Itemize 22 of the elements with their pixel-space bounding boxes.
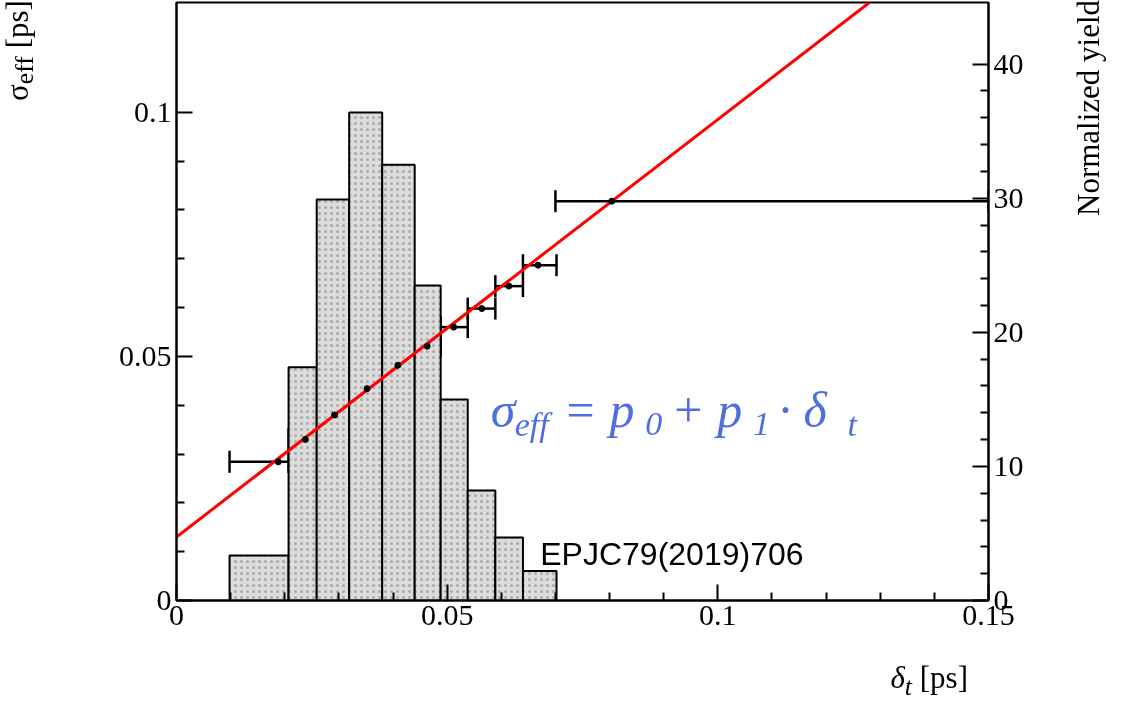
point	[534, 261, 542, 269]
x-tick-label: 0.1	[699, 597, 737, 631]
point	[478, 305, 486, 313]
y-tick-label: 0.1	[134, 94, 172, 128]
y2-tick-label: 40	[993, 46, 1024, 80]
point	[394, 361, 402, 369]
x-axis-title: δ$_{t}$ [ps]	[889, 660, 968, 704]
point	[274, 458, 282, 466]
point	[608, 197, 616, 205]
y2-axis-title: Normalized yield	[1071, 0, 1107, 219]
point	[505, 282, 513, 290]
x-tick-label: 0.05	[420, 597, 474, 631]
y-tick-label: 0.05	[119, 338, 172, 372]
y2-tick-label: 30	[993, 180, 1024, 214]
annotation: EPJC79(2019)706	[540, 536, 804, 573]
y2-tick-label: 10	[993, 448, 1024, 482]
point	[423, 342, 431, 350]
point	[450, 323, 458, 331]
point	[301, 435, 309, 443]
point	[363, 385, 371, 393]
y2-tick-label: 20	[993, 314, 1024, 348]
point	[331, 411, 339, 419]
